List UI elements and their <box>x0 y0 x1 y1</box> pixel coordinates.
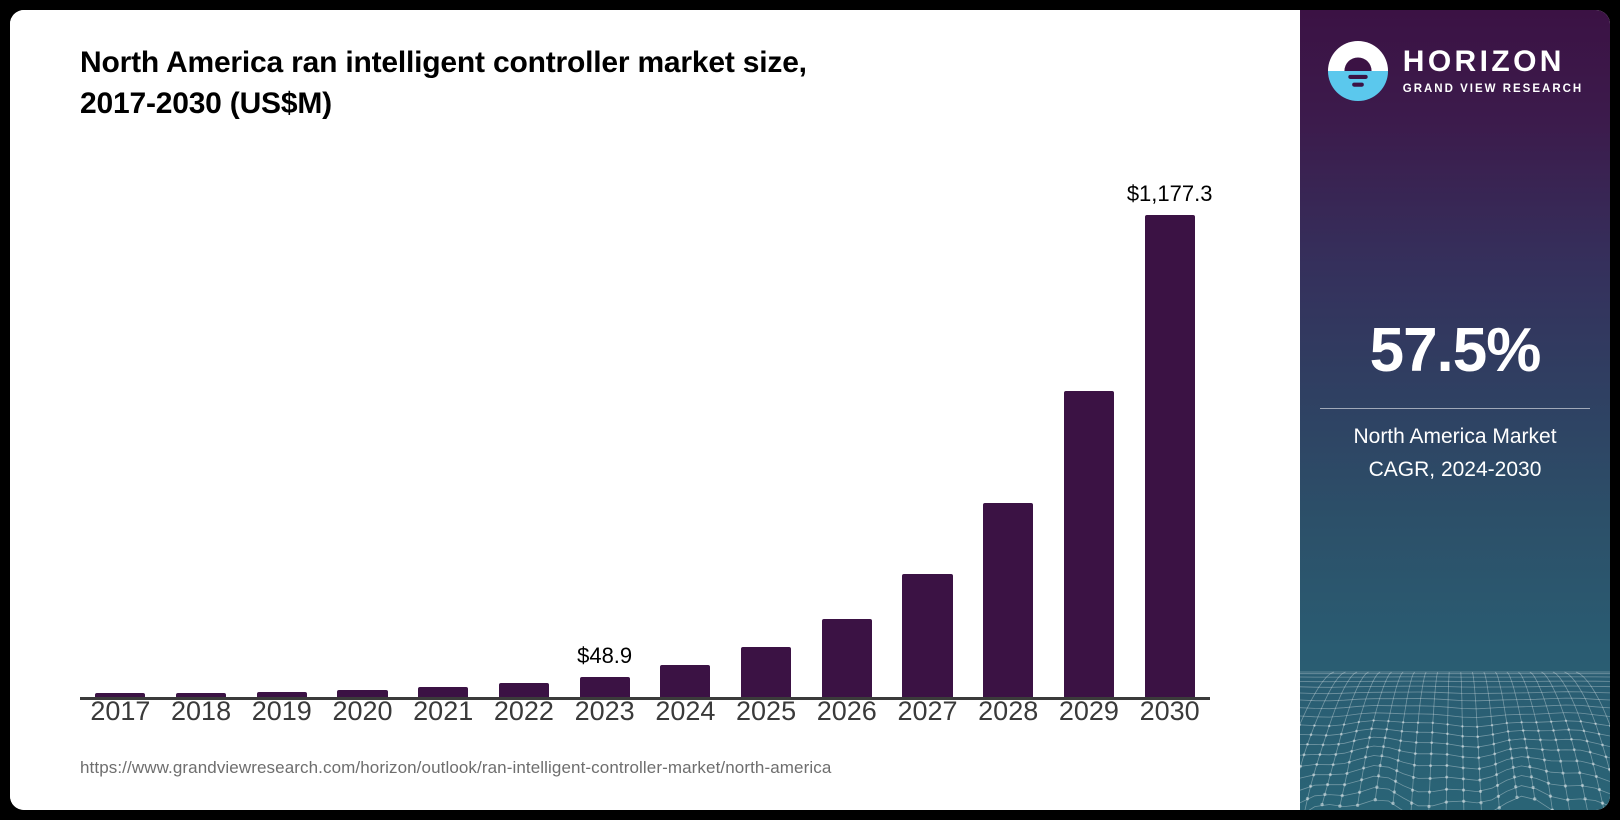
divider <box>1320 408 1590 409</box>
bar-rect-2027 <box>902 573 953 697</box>
bar-value-label-2023: $48.9 <box>577 642 633 668</box>
bar-rect-2024 <box>660 665 711 697</box>
decorative-mesh-graphic <box>1300 671 1610 810</box>
bar-rect-2030 <box>1144 215 1195 697</box>
bar-2021 <box>418 686 469 697</box>
bar-rect-2026 <box>821 618 872 697</box>
x-tick-2022: 2022 <box>493 696 554 726</box>
x-tick-2027: 2027 <box>897 696 958 726</box>
x-tick-2030: 2030 <box>1139 696 1200 726</box>
chart-title-line-1: North America ran intelligent controller… <box>80 46 807 79</box>
bar-2026 <box>821 618 872 697</box>
cagr-caption-line-2: CAGR, 2024-2030 <box>1368 458 1542 482</box>
cagr-caption: North America Market CAGR, 2024-2030 <box>1300 420 1610 486</box>
x-tick-2025: 2025 <box>736 696 797 726</box>
x-tick-2020: 2020 <box>332 696 393 726</box>
x-tick-2018: 2018 <box>171 696 232 726</box>
x-tick-2029: 2029 <box>1058 696 1119 726</box>
x-axis-line <box>80 697 1210 700</box>
x-tick-2017: 2017 <box>90 696 151 726</box>
bar-rect-2023 <box>579 676 630 697</box>
bar-value-label-2030: $1,177.3 <box>1126 181 1213 206</box>
brand-logo: HORIZON GRAND VIEW RESEARCH <box>1300 38 1610 104</box>
brand-name: HORIZON <box>1402 44 1565 78</box>
bar-2020 <box>337 690 388 697</box>
bar-2028 <box>983 502 1034 697</box>
bar-rect-2028 <box>983 502 1034 697</box>
bar-2024 <box>660 665 711 697</box>
brand-tagline: GRAND VIEW RESEARCH <box>1402 82 1584 95</box>
x-tick-2021: 2021 <box>413 696 474 726</box>
cagr-value: 57.5% <box>1369 316 1542 385</box>
bar-rect-2019 <box>256 692 307 697</box>
bar-2019 <box>256 692 307 697</box>
bar-rect-2025 <box>741 647 792 697</box>
bar-rect-2029 <box>1063 391 1114 697</box>
bar-2018 <box>176 693 227 697</box>
bar-chart-plot-area: $48.9 $1,177.3 <box>80 160 1212 700</box>
x-tick-2026: 2026 <box>816 696 877 726</box>
infographic-card: North America ran intelligent controller… <box>10 10 1610 810</box>
bar-2023: $48.9 <box>577 643 632 697</box>
x-tick-2023: 2023 <box>574 696 635 726</box>
horizon-logo-icon <box>1327 40 1388 102</box>
bar-2017 <box>95 693 146 697</box>
cagr-caption-line-1: North America Market <box>1353 425 1557 448</box>
brand-logo-text: HORIZON GRAND VIEW RESEARCH <box>1402 44 1584 96</box>
bar-2027 <box>902 573 953 697</box>
x-axis-tick-labels: 2017 2018 2019 2020 2021 2022 2023 2024 2025 2026… <box>80 696 1210 740</box>
side-panel: HORIZON GRAND VIEW RESEARCH 57.5% North … <box>1300 10 1610 810</box>
bar-2025 <box>741 647 792 697</box>
x-tick-2019: 2019 <box>251 696 312 726</box>
bar-2022 <box>498 682 549 697</box>
bar-2029 <box>1063 391 1114 697</box>
bar-2030: $1,177.3 <box>1127 181 1212 697</box>
x-tick-2024: 2024 <box>655 696 716 726</box>
x-tick-2028: 2028 <box>978 696 1039 726</box>
bar-rect-2021 <box>418 686 469 697</box>
page-title: North America ran intelligent controller… <box>80 42 1090 125</box>
bar-rect-2017 <box>95 693 146 697</box>
bar-rect-2022 <box>498 682 549 697</box>
source-url[interactable]: https://www.grandviewresearch.com/horizo… <box>80 758 832 777</box>
bar-rect-2020 <box>337 690 388 697</box>
chart-panel: North America ran intelligent controller… <box>10 10 1300 810</box>
bar-rect-2018 <box>176 693 227 697</box>
chart-title-line-2: 2017-2030 (US$M) <box>80 87 332 121</box>
